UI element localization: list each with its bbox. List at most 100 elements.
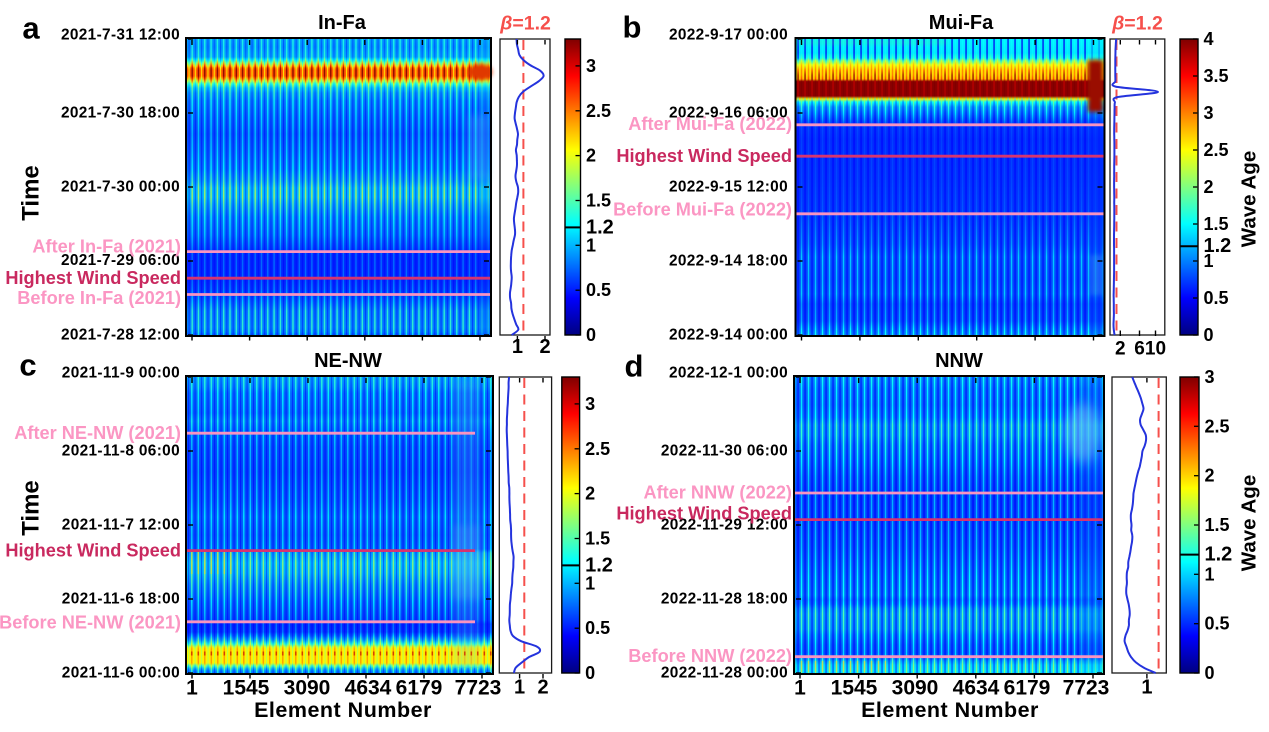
svg-text:a: a: [22, 11, 40, 46]
svg-text:1: 1: [1141, 677, 1152, 699]
svg-text:Mui-Fa: Mui-Fa: [929, 12, 994, 34]
svg-text:3.5: 3.5: [1204, 66, 1229, 86]
svg-text:d: d: [625, 349, 644, 384]
svg-text:2: 2: [585, 484, 595, 504]
svg-text:2021-11-7 12:00: 2021-11-7 12:00: [62, 517, 180, 534]
svg-text:Highest Wind Speed: Highest Wind Speed: [616, 504, 792, 524]
svg-text:Wave Age: Wave Age: [1238, 151, 1261, 247]
svg-text:4634: 4634: [345, 677, 392, 700]
svg-text:2022-11-28 18:00: 2022-11-28 18:00: [661, 591, 788, 608]
svg-text:Time: Time: [18, 480, 45, 536]
svg-text:0.5: 0.5: [586, 280, 611, 300]
svg-text:b: b: [623, 10, 642, 45]
svg-text:Before NNW (2022): Before NNW (2022): [628, 646, 792, 666]
svg-text:2.5: 2.5: [586, 101, 611, 121]
svg-text:10: 10: [1145, 339, 1166, 360]
svg-text:NNW: NNW: [935, 350, 983, 372]
svg-text:2022-11-29 12:00: 2022-11-29 12:00: [661, 517, 788, 534]
svg-text:1: 1: [585, 573, 595, 593]
svg-text:1: 1: [1205, 564, 1215, 584]
svg-text:Before In-Fa (2021): Before In-Fa (2021): [17, 288, 181, 308]
svg-text:1: 1: [794, 677, 806, 700]
svg-text:NE-NW: NE-NW: [314, 350, 382, 372]
svg-text:2: 2: [586, 146, 596, 166]
svg-text:3: 3: [1205, 367, 1215, 387]
svg-text:7723: 7723: [455, 677, 502, 700]
svg-text:In-Fa: In-Fa: [318, 12, 367, 34]
svg-text:2: 2: [1205, 466, 1215, 486]
svg-text:2022-12-1 00:00: 2022-12-1 00:00: [669, 365, 788, 382]
svg-text:6: 6: [1134, 339, 1145, 360]
svg-text:2021-7-28 12:00: 2021-7-28 12:00: [61, 327, 180, 344]
svg-text:7723: 7723: [1063, 677, 1110, 700]
svg-text:3: 3: [586, 56, 596, 76]
svg-text:0.5: 0.5: [1205, 614, 1230, 634]
svg-text:2.5: 2.5: [1204, 140, 1229, 160]
svg-text:3090: 3090: [892, 677, 939, 700]
svg-text:1.5: 1.5: [586, 190, 611, 210]
svg-text:Time: Time: [18, 165, 45, 221]
svg-text:2: 2: [539, 336, 550, 358]
svg-text:2021-11-6 00:00: 2021-11-6 00:00: [62, 665, 180, 682]
svg-text:2.5: 2.5: [585, 439, 610, 459]
svg-text:1.2: 1.2: [585, 554, 613, 576]
svg-text:1.5: 1.5: [585, 528, 610, 548]
svg-text:Before NE-NW (2021): Before NE-NW (2021): [0, 613, 181, 633]
svg-text:2: 2: [537, 677, 548, 699]
svg-text:2022-11-30 06:00: 2022-11-30 06:00: [661, 443, 788, 460]
svg-text:0: 0: [1205, 663, 1215, 683]
svg-text:1: 1: [514, 677, 525, 699]
svg-text:1.2: 1.2: [586, 216, 614, 238]
svg-text:1.5: 1.5: [1204, 214, 1229, 234]
svg-text:2022-9-14 18:00: 2022-9-14 18:00: [669, 253, 788, 270]
svg-text:2022-9-15 12:00: 2022-9-15 12:00: [669, 179, 788, 196]
svg-text:0.5: 0.5: [585, 618, 610, 638]
svg-text:1545: 1545: [831, 677, 878, 700]
svg-text:β=1.2: β=1.2: [499, 13, 551, 35]
svg-text:0: 0: [586, 325, 596, 345]
svg-text:6179: 6179: [396, 677, 443, 700]
svg-text:2021-7-30 18:00: 2021-7-30 18:00: [61, 105, 180, 122]
svg-text:2: 2: [1204, 177, 1214, 197]
svg-text:Highest Wind Speed: Highest Wind Speed: [5, 268, 181, 288]
svg-text:1: 1: [186, 677, 198, 700]
svg-text:2022-9-14 00:00: 2022-9-14 00:00: [669, 327, 788, 344]
svg-text:2: 2: [1115, 339, 1126, 360]
svg-text:Element Number: Element Number: [861, 698, 1039, 722]
svg-text:3090: 3090: [284, 677, 331, 700]
svg-text:1: 1: [512, 336, 523, 358]
svg-text:1.5: 1.5: [1205, 515, 1230, 535]
svg-text:2021-7-30 00:00: 2021-7-30 00:00: [61, 179, 180, 196]
svg-text:0.5: 0.5: [1204, 288, 1229, 308]
svg-text:1: 1: [586, 235, 596, 255]
svg-text:Highest Wind Speed: Highest Wind Speed: [616, 146, 792, 166]
svg-text:3: 3: [585, 394, 595, 414]
svg-text:0: 0: [1204, 325, 1214, 345]
svg-text:2022-9-16 06:00: 2022-9-16 06:00: [669, 105, 788, 122]
svg-text:Wave Age: Wave Age: [1238, 475, 1261, 571]
svg-text:1545: 1545: [223, 677, 270, 700]
svg-text:1.2: 1.2: [1204, 235, 1232, 257]
svg-text:4634: 4634: [953, 677, 1000, 700]
svg-text:2021-11-9 00:00: 2021-11-9 00:00: [62, 365, 180, 382]
svg-text:2021-7-29 06:00: 2021-7-29 06:00: [61, 252, 180, 269]
svg-text:1.2: 1.2: [1205, 544, 1233, 566]
svg-text:After NNW (2022): After NNW (2022): [643, 483, 792, 503]
svg-text:c: c: [19, 348, 36, 383]
svg-text:After In-Fa (2021): After In-Fa (2021): [32, 236, 181, 256]
svg-text:2021-7-31 12:00: 2021-7-31 12:00: [61, 27, 180, 44]
svg-text:2.5: 2.5: [1205, 416, 1230, 436]
svg-text:2021-11-6 18:00: 2021-11-6 18:00: [62, 591, 180, 608]
svg-text:Highest Wind Speed: Highest Wind Speed: [5, 540, 181, 560]
svg-text:0: 0: [585, 663, 595, 683]
svg-text:2021-11-8 06:00: 2021-11-8 06:00: [62, 443, 180, 460]
svg-text:6179: 6179: [1004, 677, 1051, 700]
svg-text:β=1.2: β=1.2: [1111, 13, 1163, 35]
svg-text:2022-11-28 00:00: 2022-11-28 00:00: [661, 665, 788, 682]
svg-text:2022-9-17 00:00: 2022-9-17 00:00: [669, 27, 788, 44]
svg-text:After Mui-Fa (2022): After Mui-Fa (2022): [628, 114, 792, 134]
svg-text:4: 4: [1204, 29, 1214, 49]
svg-text:1: 1: [1204, 251, 1214, 271]
svg-text:After NE-NW (2021): After NE-NW (2021): [14, 423, 181, 443]
svg-text:3: 3: [1204, 103, 1214, 123]
